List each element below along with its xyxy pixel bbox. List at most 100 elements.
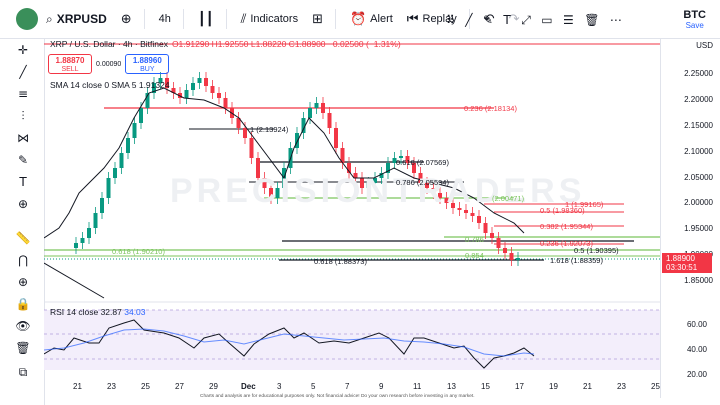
candle-body	[275, 188, 280, 198]
magnet-icon[interactable]: ⋂	[18, 253, 28, 267]
fib-label: 0.786 (2.05594)	[396, 178, 449, 187]
text-icon[interactable]: T	[19, 175, 27, 189]
user-avatar[interactable]	[16, 8, 38, 30]
interval-button[interactable]: 4h	[158, 13, 171, 25]
line-tool-icon[interactable]: ╱	[465, 13, 473, 27]
trend-line	[44, 262, 105, 299]
time-tick: 15	[481, 382, 490, 391]
zoom-in-icon[interactable]: ⊕	[17, 275, 29, 289]
fib-label: 0.786	[465, 235, 484, 244]
undo-icon[interactable]: ↶	[483, 11, 495, 27]
compare-symbol-button[interactable]: ⊕	[120, 11, 132, 27]
symbol-search[interactable]: ⌕ XRPUSD	[46, 12, 107, 27]
candle-body	[444, 198, 449, 203]
candle-body	[405, 156, 410, 163]
candle-body	[243, 128, 247, 138]
alert-button[interactable]: ⏰ Alert	[349, 11, 393, 27]
delete-icon[interactable]: 🗑	[584, 13, 600, 27]
time-tick: 25	[651, 382, 660, 391]
candle-body	[119, 153, 124, 168]
pattern-icon[interactable]: ⋈	[17, 131, 29, 145]
time-tick: 21	[583, 382, 592, 391]
candle-body	[483, 223, 488, 233]
candle-body	[204, 78, 208, 86]
fib-label: 0.5 (1.98360)	[540, 206, 585, 215]
left-toolbar: ✛ ╱ ≡ ⫶ ⋈ ✎ T ⊕ 📏 ⋂ ⊕ 🔒 👁 🗑 ⧉	[0, 38, 45, 405]
candle-body	[158, 78, 163, 83]
trade-panel: 1.88870 SELL 0.00090 1.88960 BUY	[48, 54, 170, 74]
replay-button[interactable]: ⏮ Replay	[406, 11, 457, 27]
candle-body	[470, 213, 475, 216]
price-axis[interactable]: USD 2.25000 2.20000 2.15000 2.10000 2.05…	[660, 38, 720, 398]
candle-body	[379, 173, 384, 178]
currency-selector[interactable]: BTC Save	[683, 9, 706, 30]
chart-type-candles-icon[interactable]: ┃┃	[197, 11, 214, 27]
more-icon[interactable]: ⋯	[609, 13, 622, 27]
visibility-icon[interactable]: 👁	[15, 319, 31, 333]
fib-label: 0.854	[465, 251, 484, 260]
crosshair-icon[interactable]: ✛	[17, 43, 29, 57]
spread-value: 0.00090	[96, 60, 122, 68]
fib-label: 0.236 (1.92073)	[540, 239, 593, 248]
candle-body	[464, 210, 468, 213]
symbol-legend: XRP / U.S. Dollar · 4h · Bitfinex O1.912…	[50, 39, 401, 49]
legend-ohlc: O1.91290 H1.92550 L1.88220 C1.88900 −0.0…	[171, 39, 401, 49]
candle-body	[327, 113, 332, 128]
drag-handle-icon[interactable]: ⠿	[446, 13, 455, 27]
fib-label: 0.618 (1.88373)	[314, 257, 367, 266]
rectangle-tool-icon[interactable]: ▭	[541, 13, 553, 27]
price-tick: 1.95000	[684, 224, 713, 233]
candle-body	[139, 108, 143, 123]
candle-body	[477, 216, 481, 223]
watermark: PRECISIONTRADERS	[170, 172, 586, 210]
fib-label: 1 (2.13924)	[250, 125, 289, 134]
candle-body	[308, 108, 312, 118]
redo-icon[interactable]: ↷	[508, 11, 520, 27]
sma-14-line	[44, 87, 525, 239]
symbol-name: XRPUSD	[56, 12, 107, 26]
time-tick: 9	[379, 382, 384, 391]
candle-body	[418, 173, 423, 183]
time-tick: 19	[549, 382, 558, 391]
price-tick: 2.05000	[684, 173, 713, 182]
candle-body	[321, 103, 325, 113]
object-tree-icon[interactable]: ⧉	[18, 365, 28, 379]
replay-icon: ⏮	[406, 11, 419, 27]
candle-body	[171, 88, 176, 93]
rsi-sma-line	[44, 328, 535, 357]
candle-body	[314, 103, 319, 108]
drawing-toolbar: ⠿ ╱ ✎ T ⤢ ▭ ☰ 🗑 ⋯	[440, 8, 628, 32]
layout-grid-icon[interactable]: ⊞	[312, 11, 323, 27]
horizontal-lines-icon[interactable]: ≡	[17, 87, 29, 101]
text-tool-icon[interactable]: T	[503, 13, 511, 27]
candle-body	[262, 178, 267, 188]
fib-label: 0.236 (2.18134)	[464, 104, 517, 113]
price-tick: 1.85000	[684, 276, 713, 285]
brush-icon[interactable]: ✎	[482, 13, 493, 27]
save-button[interactable]: Save	[685, 21, 704, 30]
candle-body	[503, 248, 507, 253]
candle-body	[490, 233, 494, 238]
sell-button[interactable]: 1.88870 SELL	[48, 54, 92, 74]
indicators-button[interactable]: ⫽ Indicators	[240, 11, 299, 27]
measure-icon[interactable]: ⤢	[521, 12, 531, 27]
fib-tools-icon[interactable]: ⫶	[21, 109, 25, 123]
fib-tool-icon[interactable]: ☰	[563, 13, 574, 27]
price-chart[interactable]	[44, 38, 660, 398]
ruler-icon[interactable]: 📏	[15, 231, 31, 245]
candle-body	[132, 123, 137, 138]
lock-icon[interactable]: 🔒	[15, 297, 31, 311]
delete-icon[interactable]: 🗑	[15, 341, 31, 355]
buy-button[interactable]: 1.88960 BUY	[125, 54, 170, 74]
divider	[225, 9, 227, 29]
zoom-icon[interactable]: ⊕	[17, 197, 29, 211]
candle-body	[100, 198, 104, 213]
candle-body	[457, 208, 462, 210]
candle-body	[74, 243, 78, 248]
candle-body	[425, 183, 429, 188]
brush-icon[interactable]: ✎	[17, 153, 29, 167]
trend-line-icon[interactable]: ╱	[19, 65, 27, 79]
current-price-tag: 1.88900 03:30:51	[662, 253, 712, 273]
candle-body	[412, 163, 416, 173]
time-tick: 17	[515, 382, 524, 391]
